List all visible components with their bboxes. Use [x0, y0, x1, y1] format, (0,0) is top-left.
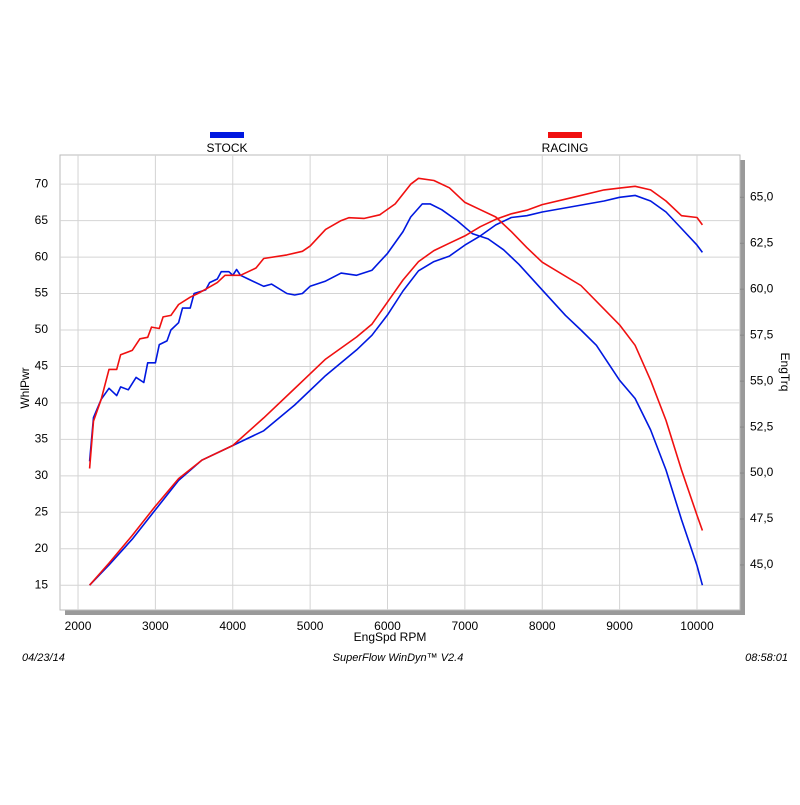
- torque-line: [88, 185, 704, 586]
- y-tick-label: 50: [35, 322, 49, 336]
- y2-tick-label: 50,0: [750, 465, 774, 479]
- legend-label: STOCK: [206, 141, 247, 155]
- y2-tick-label: 62,5: [750, 235, 774, 249]
- x-tick-label: 2000: [65, 619, 92, 633]
- x-tick-label: 7000: [452, 619, 479, 633]
- y2-tick-label: 52,5: [750, 419, 774, 433]
- y2-tick-label: 55,0: [750, 373, 774, 387]
- x-tick-label: 5000: [297, 619, 324, 633]
- x-tick-label: 6000: [374, 619, 401, 633]
- x-tick-label: 8000: [529, 619, 556, 633]
- y-tick-label: 45: [35, 359, 49, 373]
- y-tick-label: 20: [35, 541, 49, 555]
- software: SuperFlow WinDyn™ V2.4: [333, 652, 464, 664]
- power-line: [88, 203, 704, 586]
- y-tick-label: 15: [35, 577, 49, 591]
- y-tick-label: 35: [35, 432, 49, 446]
- legend-label: RACING: [542, 141, 589, 155]
- legend-swatch: [548, 132, 582, 138]
- x-tick-label: 4000: [219, 619, 246, 633]
- y-tick-label: 65: [35, 213, 49, 227]
- y2-tick-label: 65,0: [750, 189, 774, 203]
- y-axis-label: WhlPwr: [18, 367, 32, 408]
- y2-tick-label: 47,5: [750, 511, 774, 525]
- y2-tick-label: 60,0: [750, 281, 774, 295]
- x-tick-label: 3000: [142, 619, 169, 633]
- legend-swatch: [210, 132, 244, 138]
- y-tick-label: 40: [35, 395, 49, 409]
- y-tick-label: 30: [35, 468, 49, 482]
- x-axis-label: EngSpd RPM: [354, 630, 427, 644]
- y-tick-label: 55: [35, 286, 49, 300]
- x-tick-label: 9000: [606, 619, 633, 633]
- x-tick-label: 10000: [680, 619, 714, 633]
- plot-area: [59, 154, 741, 611]
- y-tick-label: 25: [35, 504, 49, 518]
- power-line: [88, 177, 704, 531]
- date: 04/23/14: [22, 652, 65, 664]
- y-tick-label: 70: [35, 176, 49, 190]
- y2-axis-label: EngTrq: [778, 353, 792, 392]
- y-tick-label: 60: [35, 249, 49, 263]
- y2-tick-label: 45,0: [750, 557, 774, 571]
- time: 08:58:01: [745, 652, 788, 664]
- y2-tick-label: 57,5: [750, 327, 774, 341]
